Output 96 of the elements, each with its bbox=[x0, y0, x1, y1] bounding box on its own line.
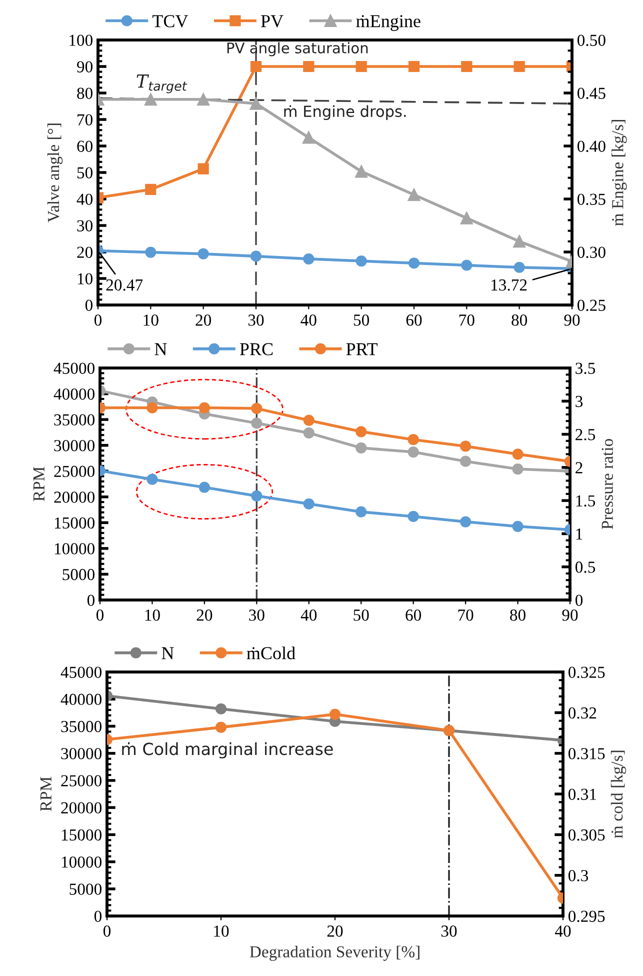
y-tick-label: 50 bbox=[77, 167, 93, 178]
x-tick-label: 30 bbox=[249, 610, 264, 621]
x-tick-label: 60 bbox=[406, 610, 422, 621]
annotation: ṁ Cold marginal increase bbox=[122, 742, 333, 758]
y-tick-label: 45000 bbox=[60, 666, 102, 678]
y2-tick-label: 1 bbox=[576, 528, 582, 540]
y2-axis-title: ṁ cold [kg/s] bbox=[610, 750, 626, 838]
y2-tick-label: 0.45 bbox=[577, 88, 606, 100]
y-tick-label: 70 bbox=[78, 114, 93, 126]
annotation: PV angle saturation bbox=[227, 42, 368, 56]
y2-tick-label: 0.305 bbox=[568, 829, 605, 841]
y2-tick-label: 0.31 bbox=[568, 788, 596, 800]
y-tick-label: 15000 bbox=[54, 517, 95, 529]
y-tick-label: 20000 bbox=[54, 492, 95, 503]
x-tick-label: 30 bbox=[248, 314, 264, 326]
y2-axis-title: Pressure ratio bbox=[602, 439, 613, 530]
y2-tick-label: 0.30 bbox=[577, 246, 606, 258]
legend-label: TCV bbox=[152, 15, 188, 28]
x-tick-label: 20 bbox=[196, 314, 212, 326]
y-tick-label: 10000 bbox=[54, 543, 95, 554]
y-tick-label: 20000 bbox=[61, 802, 102, 814]
y-tick-label: 100 bbox=[70, 34, 93, 46]
y-tick-label: 5000 bbox=[62, 568, 95, 580]
legend-label: PRT bbox=[346, 343, 378, 356]
y2-tick-label: 0 bbox=[575, 594, 583, 606]
y2-tick-label: 2 bbox=[576, 462, 582, 474]
y2-tick-label: 0.295 bbox=[568, 910, 605, 922]
x-tick-label: 30 bbox=[441, 926, 457, 937]
y2-tick-label: 0.40 bbox=[577, 140, 606, 152]
annotation: ṁ Engine drops. bbox=[284, 105, 406, 120]
y-tick-label: 35000 bbox=[61, 720, 102, 732]
y-axis-title: RPM bbox=[33, 466, 44, 502]
x-tick-label: 20 bbox=[196, 610, 212, 621]
y-tick-label: 90 bbox=[77, 61, 93, 72]
y-tick-label: 60 bbox=[77, 140, 93, 152]
y2-tick-label: 0.25 bbox=[577, 300, 606, 312]
y-tick-label: 15000 bbox=[62, 829, 102, 841]
y-axis-title: RPM bbox=[40, 776, 52, 812]
y-tick-label: 40000 bbox=[60, 694, 102, 706]
x-tick-label: 40 bbox=[300, 314, 316, 326]
y-tick-label: 0 bbox=[94, 910, 102, 922]
x-tick-label: 50 bbox=[354, 314, 370, 326]
legend-label: N bbox=[162, 647, 174, 660]
y2-tick-label: 0.50 bbox=[577, 34, 606, 46]
y-tick-label: 35000 bbox=[54, 414, 95, 426]
x-tick-label: 70 bbox=[459, 314, 474, 326]
x-tick-label: 20 bbox=[327, 926, 343, 937]
x-tick-label: 90 bbox=[564, 314, 580, 326]
y-tick-label: 30000 bbox=[54, 440, 95, 452]
y2-tick-label: 0.35 bbox=[577, 194, 606, 206]
x-axis-title: Degradation Severity [%] bbox=[250, 946, 420, 961]
x-tick-label: 50 bbox=[354, 610, 369, 621]
legend-label: PV bbox=[261, 15, 284, 28]
annotation: T$_{target}$ bbox=[136, 74, 188, 94]
legend-label: PRC bbox=[240, 343, 273, 356]
y2-tick-label: 0.32 bbox=[568, 707, 596, 719]
y-tick-label: 80 bbox=[77, 88, 93, 99]
y-tick-label: 10000 bbox=[62, 856, 102, 868]
x-tick-label: 40 bbox=[300, 610, 317, 621]
x-tick-label: 10 bbox=[144, 314, 158, 326]
x-tick-label: 60 bbox=[406, 314, 422, 326]
x-tick-label: 90 bbox=[562, 610, 578, 621]
y2-tick-label: 0.3 bbox=[568, 870, 588, 882]
x-tick-label: 70 bbox=[458, 610, 474, 621]
x-tick-label: 80 bbox=[512, 314, 528, 326]
y-axis-title: Valve angle [°] bbox=[47, 124, 63, 222]
legend-label: ṁCold bbox=[246, 646, 296, 660]
annotation: 20.47 bbox=[106, 279, 143, 291]
y-tick-label: 40 bbox=[76, 194, 93, 205]
y-tick-label: 45000 bbox=[54, 362, 95, 374]
x-tick-label: 10 bbox=[214, 926, 229, 937]
y-tick-label: 0 bbox=[87, 594, 95, 606]
y2-tick-label: 0.5 bbox=[575, 562, 596, 573]
y2-tick-label: 3.5 bbox=[576, 362, 596, 374]
annotation: 13.72 bbox=[492, 279, 527, 291]
y-tick-label: 0 bbox=[85, 300, 93, 311]
y2-tick-label: 0.325 bbox=[568, 666, 605, 678]
y-tick-label: 10 bbox=[78, 273, 93, 284]
y-tick-label: 40000 bbox=[54, 388, 95, 400]
legend-label: ṁEngine bbox=[356, 15, 420, 31]
x-tick-label: 0 bbox=[103, 926, 111, 937]
x-tick-label: 40 bbox=[554, 926, 571, 937]
y2-tick-label: 1.5 bbox=[576, 495, 596, 507]
y-tick-label: 30 bbox=[77, 220, 93, 232]
y2-tick-label: 2.5 bbox=[576, 429, 596, 440]
legend-label: N bbox=[154, 343, 167, 356]
y-tick-label: 20 bbox=[77, 246, 93, 258]
y2-axis-title: ṁ Engine [kg/s] bbox=[612, 120, 627, 226]
y-tick-label: 25000 bbox=[54, 466, 95, 478]
y-tick-label: 5000 bbox=[70, 884, 102, 895]
y-tick-label: 30000 bbox=[61, 748, 102, 760]
x-tick-label: 10 bbox=[145, 610, 160, 621]
y-tick-label: 25000 bbox=[61, 775, 102, 786]
y2-tick-label: 0.315 bbox=[568, 748, 605, 760]
y2-tick-label: 3 bbox=[576, 396, 583, 408]
x-tick-label: 80 bbox=[510, 610, 526, 621]
